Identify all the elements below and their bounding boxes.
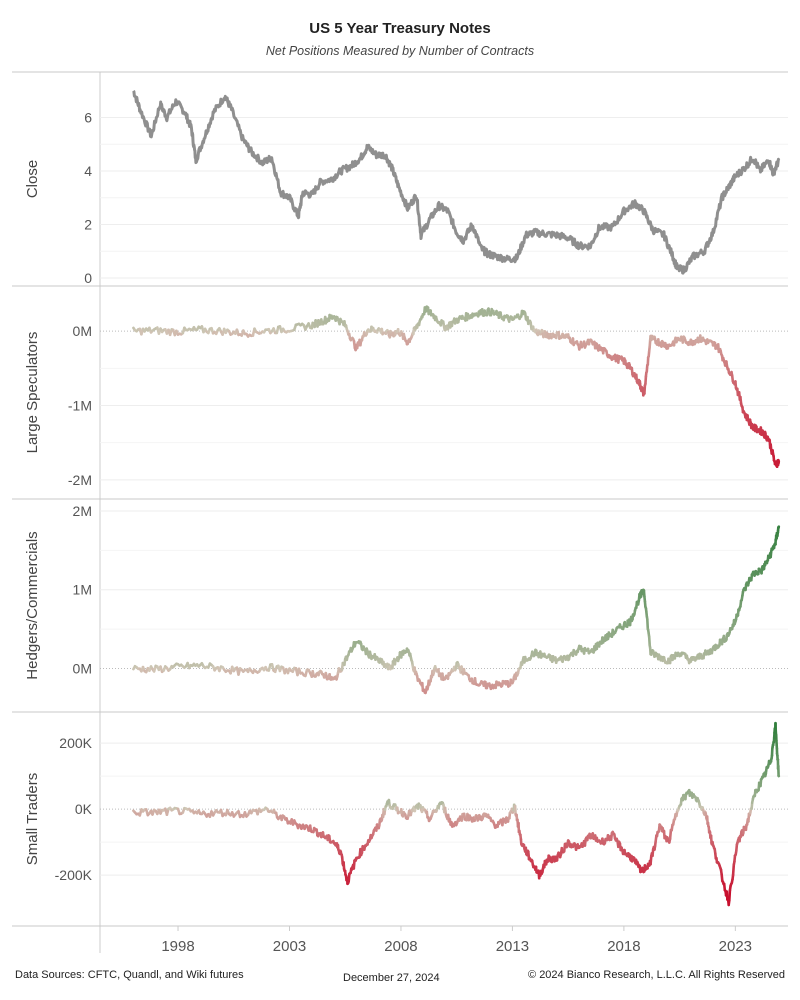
y-tick-label: 200K [59, 735, 92, 751]
copyright: © 2024 Bianco Research, L.L.C. All Right… [528, 969, 785, 981]
panel-1: 0M -1M -2M Large Speculators [12, 285, 788, 488]
x-tick-label: 2003 [273, 938, 306, 955]
y-tick-label: -2M [68, 472, 92, 488]
chart-subtitle: Net Positions Measured by Number of Cont… [265, 44, 535, 58]
series-segment [513, 804, 517, 816]
chart-title: US 5 Year Treasury Notes [309, 20, 491, 37]
panel-0: 0 2 4 6 Close [12, 71, 788, 286]
series-line [132, 525, 781, 695]
report-date: December 27, 2024 [343, 972, 440, 984]
x-tick-label: 2023 [719, 938, 752, 955]
y-tick-label: -1M [68, 398, 92, 414]
y-tick-label: 0 [84, 270, 92, 286]
x-tick-label: 1998 [161, 938, 194, 955]
y-tick-label: 2M [73, 503, 92, 519]
y-tick-label: 2 [84, 216, 92, 232]
data-sources: Data Sources: CFTC, Quandl, and Wiki fut… [15, 969, 244, 981]
y-axis-label: Close [24, 160, 41, 198]
x-tick-label: 2013 [496, 938, 529, 955]
panel-3: 200K 0K -200K Small Traders [12, 711, 788, 907]
x-tick-label: 2008 [384, 938, 417, 955]
series-segment [647, 635, 652, 647]
series-segment [352, 859, 356, 870]
y-tick-label: 0K [75, 801, 93, 817]
series-segment [649, 854, 653, 866]
series-segment [645, 617, 650, 631]
series-line [132, 721, 781, 907]
y-tick-label: 0M [73, 323, 92, 339]
series-line [132, 90, 781, 275]
y-tick-label: 0M [73, 661, 92, 677]
x-tick-label: 2018 [607, 938, 640, 955]
series-segment [727, 889, 732, 902]
y-tick-label: 1M [73, 582, 92, 598]
y-tick-label: 6 [84, 109, 92, 125]
panel-2: 0M 1M 2M Hedgers/Commercials [12, 498, 788, 695]
y-axis-label: Large Speculators [24, 332, 41, 454]
series-line [132, 305, 781, 469]
y-tick-label: -200K [55, 867, 93, 883]
series-segment [643, 384, 647, 395]
y-tick-label: 4 [84, 163, 92, 179]
y-axis-label: Hedgers/Commercials [24, 531, 41, 679]
series-segment [668, 828, 673, 841]
y-axis-label: Small Traders [24, 773, 41, 866]
series-segment [731, 863, 736, 877]
